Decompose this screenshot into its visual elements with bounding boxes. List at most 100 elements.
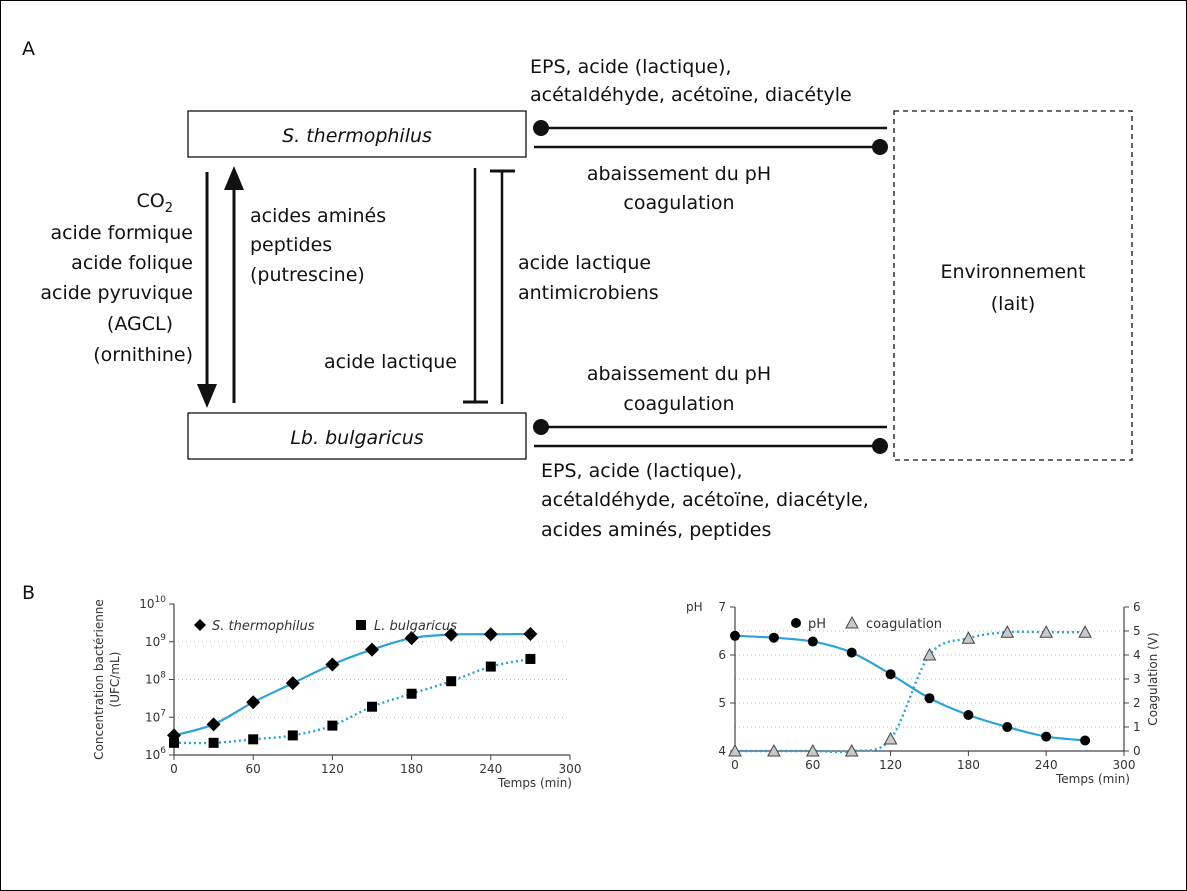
y-tick-label-right: 1: [1133, 720, 1141, 734]
env-lb-label: acides aminés, peptides: [541, 519, 771, 541]
y-tick-label-right: 6: [1133, 600, 1141, 614]
data-point-square: [406, 688, 417, 699]
x-tick-label: 120: [321, 762, 344, 776]
env-st-label: coagulation: [623, 192, 734, 214]
list-item: acide pyruvique: [40, 282, 193, 304]
arrow-lb-to-st: [224, 166, 244, 403]
legend-label: pH: [808, 617, 826, 632]
data-point-triangle: [883, 731, 898, 745]
data-point-diamond: [246, 695, 261, 710]
y-tick-label-left: 6: [718, 648, 726, 662]
y-tick-label-right: 4: [1133, 648, 1141, 662]
legend-marker-circle: [791, 618, 801, 628]
x-tick-label: 180: [957, 758, 980, 772]
list-st-to-lb: CO2 acide formique acide folique acide p…: [40, 190, 193, 366]
data-point-diamond: [483, 627, 498, 642]
y-tick-label-left: 5: [718, 696, 726, 710]
x-tick-label: 240: [479, 762, 502, 776]
node-environnement-box: [893, 110, 1133, 461]
data-point-square: [208, 737, 219, 748]
data-point-square: [248, 734, 259, 745]
st-env-label: acétaldéhyde, acétoïne, diacétyle: [530, 84, 852, 106]
data-point-square: [327, 720, 338, 731]
y-tick-label: 108: [145, 671, 166, 687]
data-point-triangle: [1000, 625, 1015, 638]
fit-curve-l-bulgaricus: [173, 657, 531, 745]
x-axis-title: Temps (min): [1055, 772, 1130, 786]
legend-label: L. bulgaricus: [374, 619, 457, 634]
data-point-triangle: [844, 743, 859, 757]
data-point-triangle: [922, 647, 937, 661]
data-point-circle: [1041, 731, 1052, 742]
x-tick-label: 300: [1113, 758, 1136, 772]
y-tick-label-right: 3: [1133, 672, 1141, 686]
inhibition-left-label: acide lactique: [324, 351, 457, 373]
data-point-square: [287, 730, 298, 741]
x-tick-label: 0: [170, 762, 178, 776]
x-axis-title: Temps (min): [497, 776, 572, 790]
list-lb-to-st: acides aminés peptides (putrescine): [250, 205, 386, 286]
x-tick-label: 60: [805, 758, 820, 772]
x-tick-label: 60: [246, 762, 261, 776]
data-point-triangle: [805, 743, 820, 757]
inhibition-lb-on-st: [490, 169, 515, 404]
data-point-circle: [846, 647, 857, 658]
data-point-triangle: [767, 743, 781, 757]
legend-label: coagulation: [866, 617, 942, 632]
st-env-label: EPS, acide (lactique),: [530, 56, 732, 78]
x-tick-label: 0: [731, 758, 739, 772]
data-point-diamond: [325, 657, 340, 672]
x-tick-label: 120: [879, 758, 902, 772]
fit-curve-ph: [734, 634, 1086, 742]
list-item: acide formique: [50, 222, 193, 244]
inhibition-st-on-lb: [463, 168, 488, 404]
lb-env-label: coagulation: [623, 393, 734, 415]
link-lb-to-env: [533, 419, 887, 435]
link-st-to-env: [533, 120, 887, 136]
data-point-triangle: [728, 743, 742, 757]
fit-curve-s-thermophilus: [173, 632, 531, 737]
inhibition-right-label: acide lactique: [518, 252, 651, 274]
list-item: (ornithine): [93, 344, 193, 366]
data-point-circle: [807, 636, 818, 647]
list-item: acide folique: [71, 252, 193, 274]
link-env-to-st: [534, 139, 888, 155]
y-tick-label: 106: [145, 746, 166, 762]
legend-label: S. thermophilus: [212, 619, 315, 634]
data-point-square: [446, 676, 457, 687]
list-item: (putrescine): [250, 264, 365, 286]
node-lb-bulgaricus-box: [187, 412, 527, 460]
y-tick-label-left: 4: [718, 744, 726, 758]
data-point-diamond: [404, 631, 419, 646]
inhibition-right-label: antimicrobiens: [518, 282, 659, 304]
y-tick-label: 1010: [139, 595, 166, 611]
data-point-triangle: [1039, 625, 1054, 638]
list-item: (AGCL): [107, 313, 173, 335]
node-environnement-label: Environnement: [940, 261, 1085, 283]
lb-env-label: abaissement du pH: [587, 363, 771, 385]
legend-marker-square: [356, 620, 366, 630]
data-point-diamond: [365, 642, 379, 657]
data-point-triangle: [961, 631, 976, 644]
data-point-circle: [924, 693, 935, 704]
x-tick-label: 300: [559, 762, 582, 776]
data-point-circle: [963, 710, 974, 720]
y-axis-title: (UFC/mL): [108, 652, 122, 708]
data-point-square: [367, 701, 377, 712]
data-point-diamond: [285, 676, 300, 691]
data-point-circle: [885, 669, 896, 680]
data-point-square: [485, 661, 496, 672]
list-item-co2: CO2: [136, 190, 173, 216]
arrow-st-to-lb: [197, 172, 217, 408]
y-tick-label: 107: [145, 708, 166, 724]
node-s-thermophilus-box: [187, 110, 527, 158]
data-point-diamond: [523, 627, 538, 642]
data-point-square: [169, 737, 179, 748]
data-point-circle: [768, 632, 779, 643]
x-tick-label: 180: [400, 762, 423, 776]
env-st-label: abaissement du pH: [587, 163, 771, 185]
node-environnement-sublabel: (lait): [991, 293, 1035, 315]
